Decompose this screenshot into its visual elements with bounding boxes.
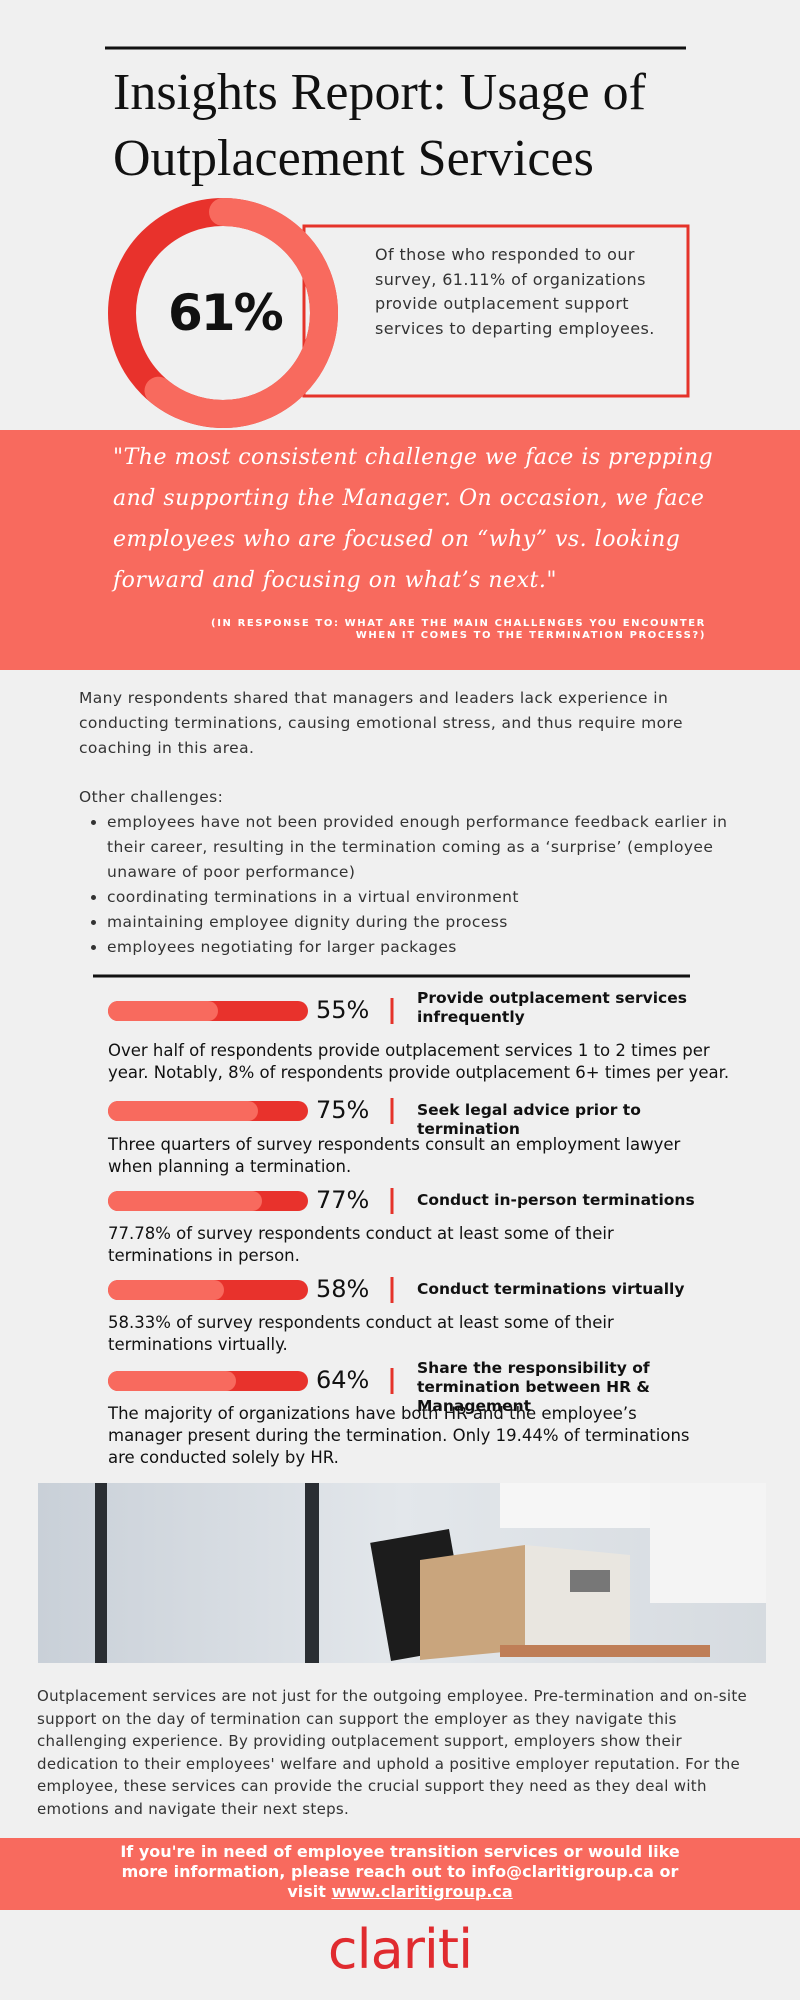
title-line: Insights Report: Usage of bbox=[113, 64, 646, 121]
bar-fill bbox=[108, 1191, 262, 1211]
stat-text: Three quarters of survey respondents con… bbox=[108, 1135, 681, 1176]
donut-arc bbox=[108, 198, 338, 428]
bar-fill bbox=[108, 1371, 236, 1391]
cta: If you're in need of employee transition… bbox=[100, 1842, 700, 1902]
stat-text: 58.33% of survey respondents conduct at … bbox=[108, 1313, 614, 1354]
stat-percent: 77% bbox=[316, 1186, 370, 1214]
quote: "The most consistent challenge we face i… bbox=[113, 437, 713, 601]
quote-band bbox=[0, 430, 800, 670]
challenge-item: employees negotiating for larger package… bbox=[107, 935, 739, 960]
stat-label: Share the responsibility of termination … bbox=[417, 1359, 650, 1415]
headline-percent: 61% bbox=[168, 284, 284, 342]
stat-box bbox=[302, 224, 690, 398]
stat-percent: 64% bbox=[316, 1366, 370, 1394]
stat-text: The majority of organizations have both … bbox=[108, 1404, 690, 1467]
cta-link[interactable]: www.claritigroup.ca bbox=[331, 1882, 513, 1901]
challenges-list: employees have not been provided enough … bbox=[79, 810, 739, 960]
source-line: (IN RESPONSE TO: WHAT ARE THE MAIN CHALL… bbox=[211, 618, 706, 629]
stat-label: Seek legal advice prior to termination bbox=[417, 1101, 641, 1138]
challenge-item: employees have not been provided enough … bbox=[107, 810, 739, 885]
stat-percent: 58% bbox=[316, 1275, 370, 1303]
photo bbox=[38, 1483, 766, 1663]
bar-fill bbox=[108, 1280, 224, 1300]
headline-text: Of those who responded to our survey, 61… bbox=[375, 245, 655, 338]
quote-line: "The most consistent challenge we face i… bbox=[113, 445, 714, 470]
cta-band bbox=[0, 1838, 800, 1910]
bar-fill bbox=[108, 1001, 218, 1021]
bar-fill bbox=[108, 1101, 258, 1121]
stat-text: Over half of respondents provide outplac… bbox=[108, 1041, 730, 1082]
quote-line: employees who are focused on “why” vs. l… bbox=[113, 527, 681, 552]
source-line: WHEN IT COMES TO THE TERMINATION PROCESS… bbox=[355, 630, 706, 641]
logo: clariti bbox=[327, 1918, 473, 1981]
stat-text: 77.78% of survey respondents conduct at … bbox=[108, 1224, 614, 1265]
challenge-item: maintaining employee dignity during the … bbox=[107, 910, 739, 935]
quote-line: forward and focusing on what’s next." bbox=[113, 568, 557, 593]
cta-text: If you're in need of employee transition… bbox=[120, 1842, 680, 1901]
stat-percent: 75% bbox=[316, 1096, 370, 1124]
quote-source: (IN RESPONSE TO: WHAT ARE THE MAIN CHALL… bbox=[211, 618, 706, 642]
stat-label: Provide outplacement services infrequent… bbox=[417, 989, 687, 1026]
stat-percent: 55% bbox=[316, 996, 370, 1024]
challenge-item: coordinating terminations in a virtual e… bbox=[107, 885, 739, 910]
title-line: Outplacement Services bbox=[113, 130, 594, 187]
quote-line: and supporting the Manager. On occasion,… bbox=[113, 486, 705, 511]
stat-label: Conduct terminations virtually bbox=[417, 1280, 685, 1298]
intro: Many respondents shared that managers an… bbox=[79, 689, 683, 757]
stat-label: Conduct in-person terminations bbox=[417, 1191, 695, 1209]
closing: Outplacement services are not just for t… bbox=[37, 1687, 748, 1818]
challenges-heading: Other challenges: bbox=[79, 788, 224, 806]
title: Insights Report: Usage of Outplacement Se… bbox=[113, 60, 646, 192]
